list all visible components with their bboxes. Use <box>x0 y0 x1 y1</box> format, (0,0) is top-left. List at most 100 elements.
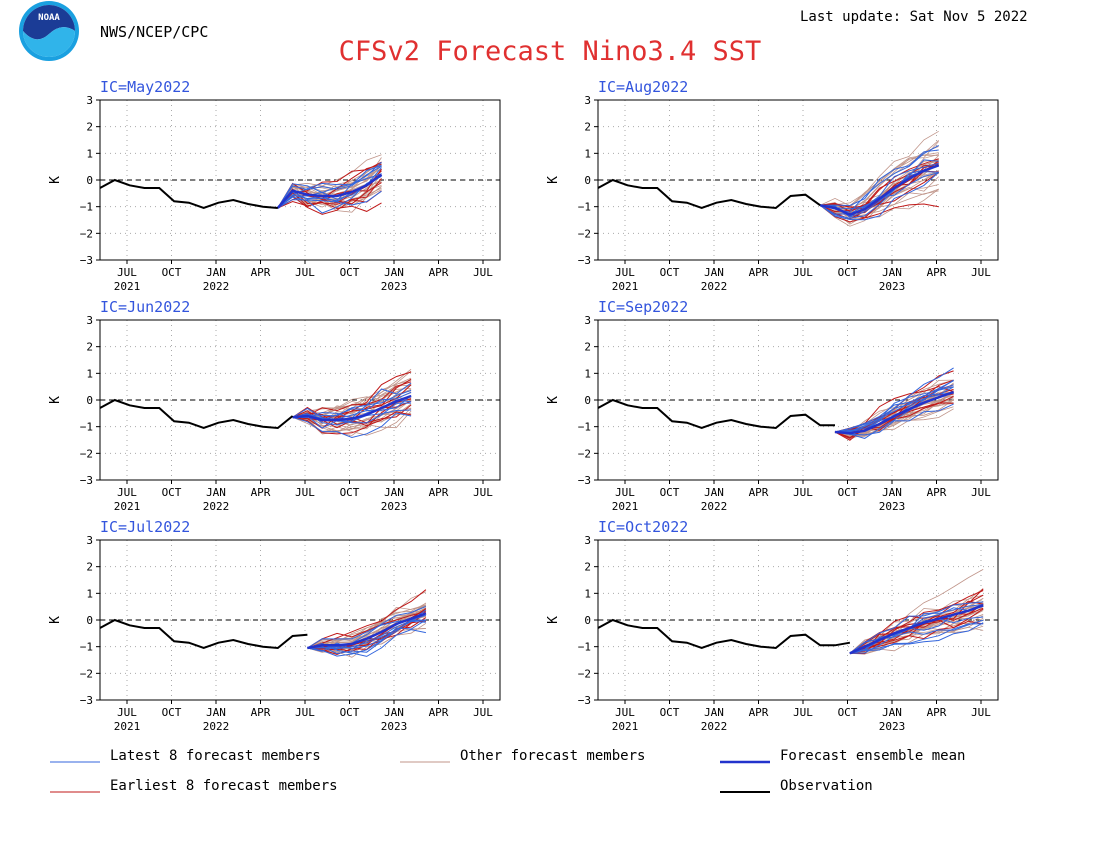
y-tick-label: 1 <box>584 587 591 600</box>
legend-other-label: Other forecast members <box>460 748 645 764</box>
earliest-member-line <box>292 371 412 422</box>
legend-earliest-label: Earliest 8 forecast members <box>110 778 338 794</box>
y-tick-label: −1 <box>80 421 93 434</box>
x-tick-label: JAN <box>384 706 404 719</box>
x-tick-label: APR <box>251 486 271 499</box>
y-axis-label: K <box>48 396 63 404</box>
y-tick-label: −3 <box>578 254 591 267</box>
latest-member-line <box>307 609 427 657</box>
x-tick-label: OCT <box>838 266 858 279</box>
x-tick-label: JUL <box>615 486 635 499</box>
y-tick-label: 0 <box>86 614 93 627</box>
x-tick-label: JUL <box>793 486 813 499</box>
x-tick-label: JUL <box>971 486 991 499</box>
latest-member-line <box>849 619 984 654</box>
x-tick-label: JUL <box>615 266 635 279</box>
panel-ic-label: IC=Aug2022 <box>598 78 688 96</box>
x-tick-label: APR <box>251 706 271 719</box>
ensemble-mean-line <box>849 604 984 655</box>
y-tick-label: 3 <box>584 534 591 547</box>
y-tick-label: 3 <box>86 314 93 327</box>
ensemble-mean-line <box>819 164 940 217</box>
y-tick-label: −1 <box>80 201 93 214</box>
panel-ic-label: IC=Sep2022 <box>598 298 688 316</box>
observation-line <box>597 398 835 430</box>
y-axis-label: K <box>48 176 63 184</box>
latest-member-line <box>277 173 382 209</box>
y-tick-label: −2 <box>80 447 93 460</box>
legend-mean-label: Forecast ensemble mean <box>780 748 965 764</box>
latest-member-line <box>819 171 940 221</box>
x-tick-label: OCT <box>660 266 680 279</box>
y-axis-label: K <box>546 616 561 624</box>
x-tick-year: 2021 <box>612 280 639 293</box>
y-tick-label: −3 <box>578 694 591 707</box>
x-tick-label: JAN <box>384 486 404 499</box>
y-tick-label: 3 <box>86 94 93 107</box>
x-tick-year: 2022 <box>203 280 230 293</box>
y-tick-label: 2 <box>86 121 93 134</box>
latest-member-line <box>292 402 412 429</box>
x-tick-year: 2021 <box>114 720 141 733</box>
x-tick-label: JUL <box>615 706 635 719</box>
y-axis-label: K <box>546 396 561 404</box>
panel-ic-label: IC=Oct2022 <box>598 518 688 536</box>
x-tick-label: JAN <box>384 266 404 279</box>
y-axis-label: K <box>48 616 63 624</box>
latest-member-line <box>834 392 954 433</box>
x-tick-label: JUL <box>117 266 137 279</box>
earliest-member-line <box>849 607 984 654</box>
noaa-logo: NOAA <box>19 1 79 61</box>
y-tick-label: −3 <box>80 254 93 267</box>
y-tick-label: −3 <box>80 694 93 707</box>
legend-latest-label: Latest 8 forecast members <box>110 748 321 764</box>
x-tick-label: JAN <box>704 486 724 499</box>
x-tick-year: 2023 <box>879 280 906 293</box>
y-tick-label: −1 <box>80 641 93 654</box>
ensemble-mean-line <box>307 612 427 650</box>
other-member-line <box>292 409 412 432</box>
earliest-member-line <box>307 611 427 649</box>
other-member-line <box>849 605 984 655</box>
observation-line <box>99 178 278 210</box>
observation-line <box>99 398 294 430</box>
latest-member-line <box>292 395 412 420</box>
x-tick-label: OCT <box>162 486 182 499</box>
y-tick-label: 2 <box>584 561 591 574</box>
earliest-member-line <box>307 589 427 649</box>
x-tick-label: APR <box>749 706 769 719</box>
y-tick-label: 3 <box>584 94 591 107</box>
ensemble-mean-line <box>834 390 955 435</box>
x-tick-label: JAN <box>882 706 902 719</box>
panel-ic-label: IC=May2022 <box>100 78 190 96</box>
y-tick-label: 3 <box>86 534 93 547</box>
x-tick-label: APR <box>927 266 947 279</box>
x-tick-label: JUL <box>473 706 493 719</box>
other-member-line <box>820 169 939 217</box>
latest-member-line <box>849 622 984 654</box>
x-tick-label: OCT <box>340 266 360 279</box>
y-tick-label: 1 <box>584 147 591 160</box>
x-tick-label: JAN <box>206 266 226 279</box>
x-tick-year: 2023 <box>879 500 906 513</box>
ensemble-mean-line <box>292 394 412 422</box>
x-tick-label: OCT <box>340 486 360 499</box>
y-tick-label: −1 <box>578 641 591 654</box>
x-tick-year: 2021 <box>114 280 141 293</box>
y-tick-label: 1 <box>86 367 93 380</box>
y-axis-label: K <box>546 176 561 184</box>
x-tick-label: JUL <box>793 266 813 279</box>
y-tick-label: 1 <box>86 587 93 600</box>
last-update: Last update: Sat Nov 5 2022 <box>800 9 1028 25</box>
observation-line <box>597 618 851 650</box>
x-tick-label: APR <box>251 266 271 279</box>
latest-member-line <box>849 623 984 654</box>
figure-title: CFSv2 Forecast Nino3.4 SST <box>339 36 762 67</box>
x-tick-year: 2021 <box>612 720 639 733</box>
x-tick-label: APR <box>429 266 449 279</box>
